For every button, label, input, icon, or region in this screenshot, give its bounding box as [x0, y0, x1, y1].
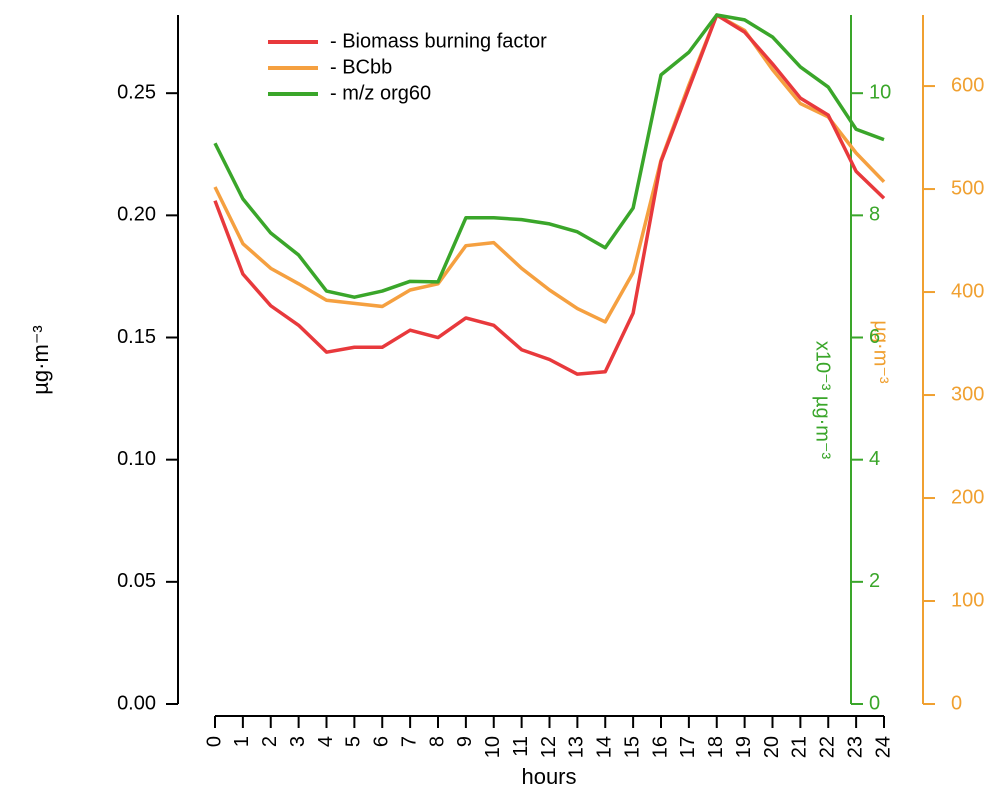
x-tick-label: 6	[371, 736, 393, 747]
x-tick-label: 16	[649, 736, 671, 758]
y3-tick-label: 0	[951, 692, 962, 714]
x-tick-label: 2	[259, 736, 281, 747]
series-line	[213, 13, 886, 376]
y3-tick-label: 500	[951, 177, 984, 199]
x-tick-label: 17	[677, 736, 699, 758]
y-tick-label: 0.10	[117, 448, 156, 470]
x-tick-label: 20	[761, 736, 783, 758]
y3-tick-label: 600	[951, 74, 984, 96]
x-axis-label: hours	[521, 764, 576, 789]
x-tick-label: 7	[398, 736, 420, 747]
x-tick-label: 21	[789, 736, 811, 758]
x-tick-label: 24	[872, 736, 894, 758]
y2-axis-label: x10⁻³ µg·m⁻³	[812, 341, 834, 460]
legend-label: - Biomass burning factor	[330, 30, 547, 52]
x-tick-label: 12	[538, 736, 560, 758]
x-tick-label: 14	[594, 736, 616, 758]
y3-tick-label: 300	[951, 383, 984, 405]
x-tick-label: 19	[733, 736, 755, 758]
legend-box	[255, 24, 645, 112]
x-tick-label: 3	[287, 736, 309, 747]
y3-axis-label: µg·m⁻³	[870, 320, 892, 384]
legend-label: - m/z org60	[330, 82, 431, 104]
y2-tick-label: 2	[869, 570, 880, 592]
x-tick-label: 0	[203, 736, 225, 747]
y2-tick-label: 10	[869, 81, 891, 103]
y3-tick-label: 200	[951, 486, 984, 508]
x-tick-label: 1	[231, 736, 253, 747]
x-tick-label: 13	[566, 736, 588, 758]
y3-tick-label: 400	[951, 280, 984, 302]
y-tick-label: 0.25	[117, 81, 156, 103]
y-axis-label: µg·m⁻³	[28, 325, 53, 395]
x-tick-label: 18	[705, 736, 727, 758]
series-line	[213, 13, 886, 324]
y2-tick-label: 6	[869, 326, 880, 348]
x-tick-label: 10	[482, 736, 504, 758]
x-tick-label: 23	[844, 736, 866, 758]
y2-tick-label: 0	[869, 692, 880, 714]
y2-tick-label: 4	[869, 448, 880, 470]
x-tick-label: 9	[454, 736, 476, 747]
y3-tick-label: 100	[951, 589, 984, 611]
x-tick-label: 15	[621, 736, 643, 758]
y2-tick-label: 8	[869, 204, 880, 226]
series-line	[213, 13, 885, 299]
y-tick-label: 0.15	[117, 326, 156, 348]
x-tick-label: 4	[315, 736, 337, 747]
legend-label: - BCbb	[330, 56, 392, 78]
y-tick-label: 0.20	[117, 204, 156, 226]
y-tick-label: 0.00	[117, 692, 156, 714]
x-tick-label: 11	[510, 736, 532, 757]
x-tick-label: 8	[426, 736, 448, 747]
x-tick-label: 22	[817, 736, 839, 758]
y-tick-label: 0.05	[117, 570, 156, 592]
x-tick-label: 5	[343, 736, 365, 747]
